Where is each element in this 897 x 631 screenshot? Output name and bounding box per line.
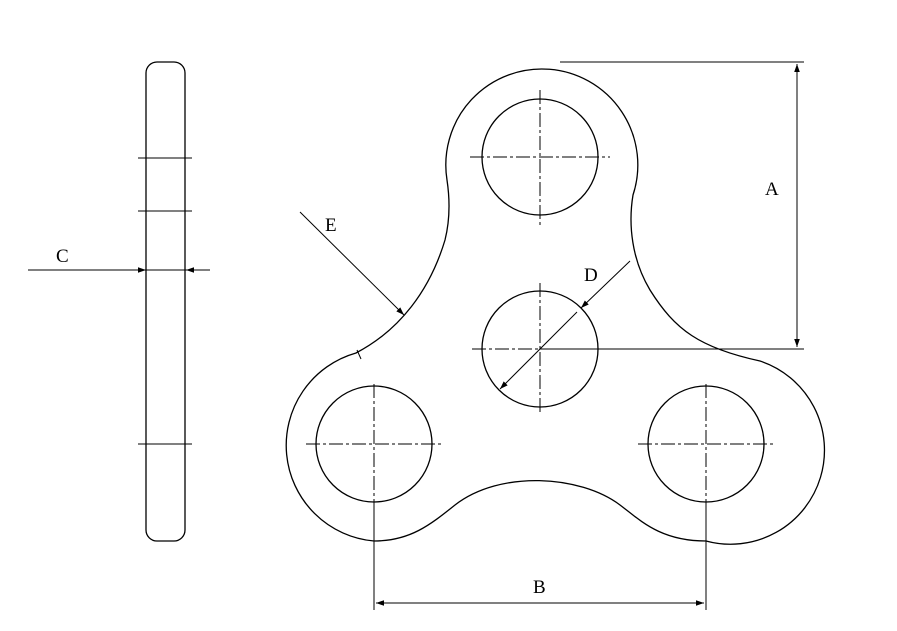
dimension-a: A [540, 61, 804, 350]
dimension-d-line [499, 311, 578, 390]
dimension-e: E [299, 211, 405, 360]
dimension-e-label: E [325, 215, 337, 236]
dimension-a-label: A [765, 179, 779, 200]
dimension-d-label: D [584, 265, 598, 286]
dimension-b: B [373, 500, 707, 610]
side-view-outline [145, 61, 186, 542]
dimension-e-leader [299, 211, 405, 316]
front-view [285, 68, 826, 545]
dimension-c-label: C [56, 246, 69, 267]
plate-outline [285, 68, 826, 545]
dimension-b-label: B [533, 577, 546, 598]
dimension-d-leader [580, 260, 631, 309]
dimension-d: D [499, 260, 631, 390]
side-view [138, 61, 192, 542]
dimension-c: C [28, 246, 210, 273]
dimension-e-tick [356, 349, 362, 360]
center-lines [306, 90, 774, 504]
